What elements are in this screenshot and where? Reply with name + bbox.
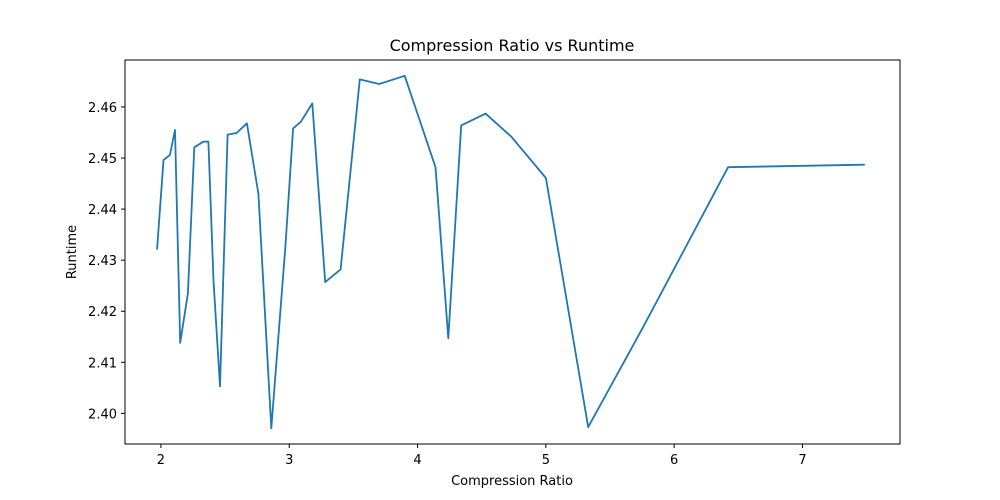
plot-area: 2 3 4 5 6 7 2.40 2.41 2.42 2.43 2.44 2.45 2.46 [88,59,901,468]
x-tick-label: 5 [542,453,550,468]
chart-title: Compression Ratio vs Runtime [390,36,635,55]
y-tick-label: 2.40 [88,407,117,422]
y-tick-label: 2.46 [88,101,117,116]
series-line-0 [156,74,865,430]
y-tick-label: 2.45 [88,152,117,167]
y-tick-label: 2.41 [88,356,117,371]
x-tick-label: 7 [798,453,806,468]
plot-frame [124,59,901,445]
y-axis: 2.40 2.41 2.42 2.43 2.44 2.45 2.46 [88,101,125,422]
x-axis: 2 3 4 5 6 7 [157,444,807,468]
x-tick-label: 2 [157,453,165,468]
x-tick-label: 4 [413,453,421,468]
x-tick-label: 6 [670,453,678,468]
y-tick-label: 2.42 [88,305,117,320]
y-tick-label: 2.44 [88,203,117,218]
series-layer [156,74,865,430]
y-axis-label: Runtime [65,225,80,279]
x-axis-label: Compression Ratio [451,474,573,489]
y-tick-label: 2.43 [88,254,117,269]
x-tick-label: 3 [285,453,293,468]
